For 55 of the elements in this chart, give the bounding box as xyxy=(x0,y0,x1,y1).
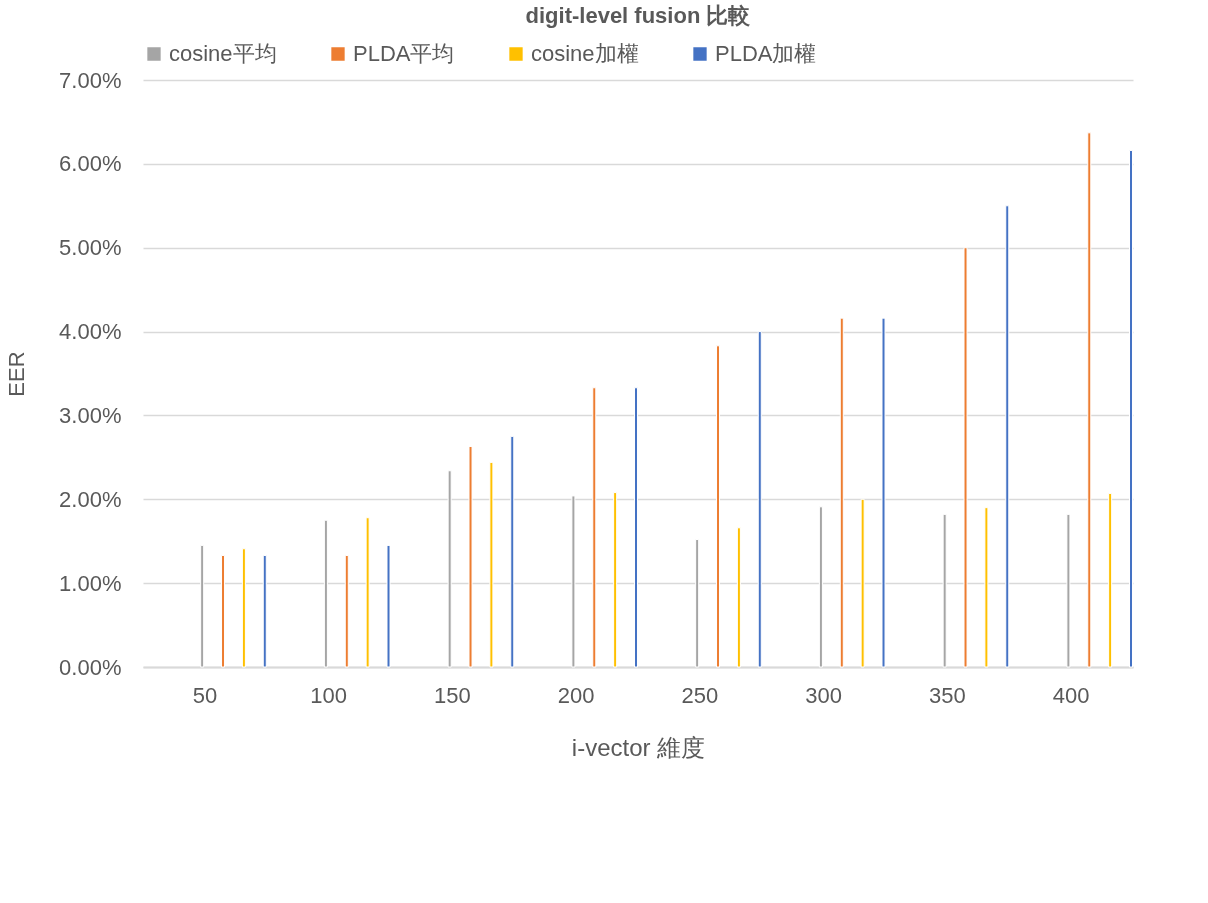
legend-label: PLDA平均 xyxy=(353,41,455,66)
bar xyxy=(839,317,844,668)
bar xyxy=(241,548,246,668)
x-axis-title: i-vector 維度 xyxy=(571,733,706,761)
bar xyxy=(468,445,473,668)
bar xyxy=(1108,492,1113,668)
bar xyxy=(1129,149,1134,668)
y-tick-label: 6.00% xyxy=(59,151,122,177)
legend-label: cosine加權 xyxy=(531,41,639,66)
bar xyxy=(571,495,576,668)
bar xyxy=(344,554,349,668)
bar xyxy=(634,387,639,668)
bar xyxy=(592,387,597,668)
x-tick-label: 400 xyxy=(1052,682,1090,708)
x-tick-label: 50 xyxy=(192,682,218,708)
y-tick-label: 1.00% xyxy=(59,570,122,596)
bar xyxy=(613,492,618,668)
bar xyxy=(1087,132,1092,668)
legend-label: PLDA加權 xyxy=(715,41,817,66)
y-tick-label: 5.00% xyxy=(59,235,122,261)
y-tick-label: 4.00% xyxy=(59,319,122,345)
x-tick-label: 100 xyxy=(310,682,347,708)
bar xyxy=(1005,205,1010,668)
y-tick-label: 7.00% xyxy=(59,67,122,93)
bar xyxy=(736,527,741,668)
y-tick-label: 0.00% xyxy=(59,654,122,680)
bar xyxy=(963,247,968,668)
x-tick-label: 300 xyxy=(805,682,842,708)
bar xyxy=(200,544,205,668)
legend-label: cosine平均 xyxy=(169,41,277,66)
bar xyxy=(510,435,515,668)
x-tick-label: 250 xyxy=(681,682,719,708)
bar xyxy=(818,506,823,668)
x-tick-label: 350 xyxy=(929,682,966,708)
bar xyxy=(942,513,947,668)
bar xyxy=(984,507,989,668)
bar xyxy=(757,331,762,668)
bar xyxy=(881,317,886,668)
y-tick-label: 2.00% xyxy=(59,486,122,512)
x-tick-label: 150 xyxy=(434,682,471,708)
y-axis-title: EER xyxy=(4,351,30,397)
bar xyxy=(221,554,226,668)
y-tick-label: 3.00% xyxy=(59,402,122,428)
bar xyxy=(447,470,452,668)
chart-title: digit-level fusion 比較 xyxy=(525,3,752,28)
bar xyxy=(323,519,328,668)
bar xyxy=(489,461,494,668)
bar xyxy=(695,539,700,668)
bar xyxy=(860,498,865,668)
bar xyxy=(365,517,370,668)
bar xyxy=(262,554,267,668)
bar xyxy=(1066,513,1071,668)
x-tick-label: 200 xyxy=(557,682,595,708)
bar xyxy=(716,345,721,668)
bar xyxy=(386,544,391,668)
